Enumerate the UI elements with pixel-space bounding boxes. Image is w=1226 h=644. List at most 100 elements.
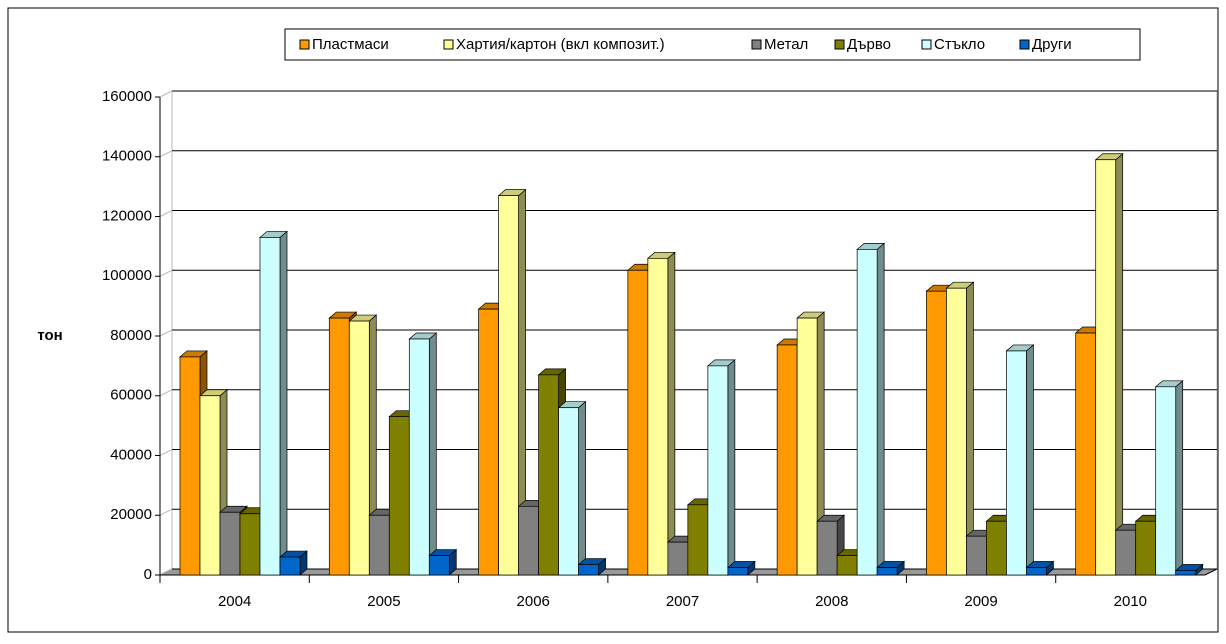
grid-line — [159, 210, 173, 217]
bar-side — [876, 242, 885, 576]
bar-front — [687, 504, 709, 576]
bar-side — [727, 359, 736, 576]
legend-label: Пластмаси — [312, 36, 389, 53]
bar — [726, 560, 756, 576]
grid-line — [159, 329, 173, 337]
bar — [1154, 380, 1184, 576]
x-tick-label: 2009 — [964, 593, 997, 610]
bar — [876, 560, 906, 576]
grid-line — [159, 269, 173, 277]
y-tick-label: 80000 — [110, 327, 152, 344]
bar — [1094, 152, 1124, 576]
legend-swatch — [834, 39, 845, 50]
bar-front — [279, 556, 301, 576]
y-tick-label: 60000 — [110, 387, 152, 404]
bar-front — [219, 511, 241, 576]
bar — [1174, 563, 1204, 576]
bar-front — [538, 374, 559, 576]
bar — [408, 332, 438, 576]
legend-label: Хартия/картон (вкл композит.) — [456, 36, 665, 53]
bar — [856, 242, 886, 576]
x-tick-label: 2010 — [1114, 593, 1147, 610]
bar-side — [428, 332, 437, 576]
bar-front — [518, 505, 539, 576]
y-axis-label: тон — [37, 327, 62, 344]
bar-front — [707, 365, 729, 576]
bar — [557, 400, 587, 576]
x-tick-label: 2007 — [666, 593, 699, 610]
bar-front — [328, 317, 350, 576]
bar-side — [1026, 344, 1034, 576]
legend-label: Други — [1032, 36, 1072, 53]
y-tick-label: 100000 — [102, 267, 152, 284]
bar — [646, 251, 676, 576]
bar-front — [1135, 520, 1157, 576]
bar-front — [179, 356, 201, 576]
bar-side — [1115, 152, 1124, 576]
legend-label: Дърво — [847, 36, 891, 53]
grid-line — [159, 90, 173, 98]
y-tick-label: 140000 — [102, 148, 152, 165]
legend-swatch — [1019, 39, 1030, 50]
bar-front — [348, 320, 370, 576]
y-tick-label: 120000 — [102, 207, 152, 224]
bar-front — [816, 520, 838, 576]
y-tick-label: 0 — [144, 566, 152, 583]
bar-front — [1155, 386, 1177, 576]
grid-line — [159, 389, 173, 397]
bar-front — [368, 514, 390, 576]
legend-box — [284, 28, 1141, 61]
x-tick-label: 2008 — [815, 593, 848, 610]
bar-front — [836, 555, 858, 576]
bar — [577, 557, 607, 576]
grid-line — [159, 449, 173, 456]
bar-front — [239, 513, 261, 576]
bar — [497, 188, 527, 576]
bar-front — [986, 520, 1007, 576]
bar-front — [408, 338, 430, 576]
bar-front — [776, 344, 798, 576]
grid-line — [159, 150, 173, 158]
legend-swatch — [299, 39, 310, 50]
x-tick-label: 2005 — [367, 593, 400, 610]
bar-front — [1075, 332, 1097, 576]
bar-front — [428, 555, 450, 576]
x-tick-label: 2004 — [218, 593, 251, 610]
bar-side — [279, 230, 288, 576]
bar — [945, 281, 975, 576]
bar — [706, 359, 736, 576]
grid-line — [159, 508, 173, 516]
y-tick-label: 160000 — [102, 88, 152, 105]
bar — [259, 230, 288, 576]
bar-front — [647, 257, 669, 576]
grid-line — [159, 568, 173, 576]
bar-side — [667, 251, 676, 576]
bar-front — [259, 237, 281, 576]
bar — [796, 311, 826, 576]
bar-front — [498, 195, 519, 576]
legend-swatch — [921, 39, 932, 50]
bar-front — [796, 317, 818, 576]
bar-side — [1175, 380, 1184, 576]
bar-front — [1095, 159, 1117, 576]
bar-front — [1175, 570, 1197, 576]
bar-front — [199, 395, 221, 576]
bar-side — [578, 400, 586, 576]
bar-front — [926, 290, 947, 576]
bar — [1025, 560, 1055, 576]
legend-label: Метал — [764, 36, 808, 53]
x-tick-label: 2006 — [517, 593, 550, 610]
bar-front — [876, 567, 898, 576]
bar-front — [727, 567, 749, 576]
bar-front — [667, 541, 689, 576]
y-tick-label: 20000 — [110, 506, 152, 523]
legend-swatch — [751, 39, 762, 50]
bar-front — [558, 407, 579, 576]
bar — [348, 314, 378, 576]
bar-front — [946, 287, 967, 576]
bar-front — [856, 249, 878, 576]
legend-swatch — [443, 39, 454, 50]
y-tick-label: 40000 — [110, 446, 152, 463]
bar-front — [1026, 567, 1047, 576]
